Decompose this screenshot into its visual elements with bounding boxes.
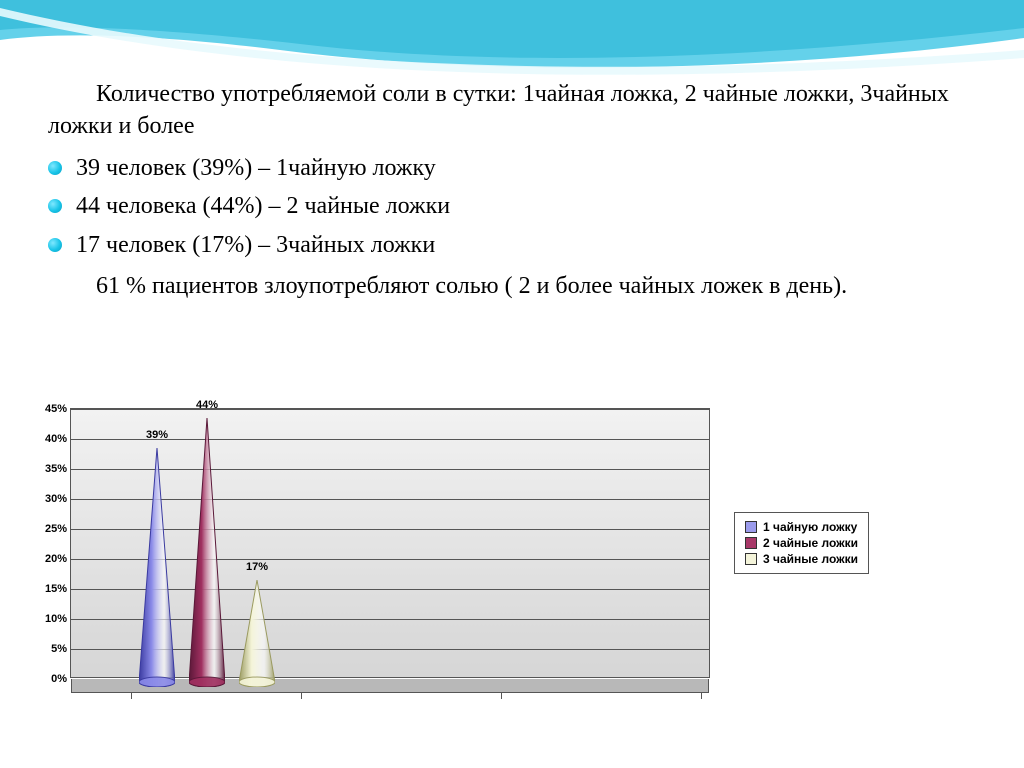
conclusion-text: 61 % пациентов злоупотребляют солью ( 2 … xyxy=(48,270,984,302)
y-axis-label: 25% xyxy=(45,523,67,535)
y-axis-label: 45% xyxy=(45,403,67,415)
legend-label: 2 чайные ложки xyxy=(763,536,858,550)
slide-content: Количество употребляемой соли в сутки: 1… xyxy=(48,78,984,308)
legend-label: 3 чайные ложки xyxy=(763,552,858,566)
x-tick xyxy=(701,693,702,699)
legend-swatch xyxy=(745,537,757,549)
grid-line xyxy=(71,409,709,410)
chart-cone xyxy=(239,580,275,682)
legend-label: 1 чайную ложку xyxy=(763,520,857,534)
legend-item: 3 чайные ложки xyxy=(745,551,858,567)
y-axis-label: 15% xyxy=(45,583,67,595)
chart-legend: 1 чайную ложку 2 чайные ложки 3 чайные лож… xyxy=(734,512,869,574)
list-item: 17 человек (17%) – 3чайных ложки xyxy=(48,226,984,264)
y-axis-label: 10% xyxy=(45,613,67,625)
chart-container: 0%5%10%15%20%25%30%35%40%45% 39% 44% xyxy=(70,408,869,678)
list-item: 39 человек (39%) – 1чайную ложку xyxy=(48,149,984,187)
y-axis-label: 20% xyxy=(45,553,67,565)
list-item: 44 человека (44%) – 2 чайные ложки xyxy=(48,187,984,225)
y-axis-label: 30% xyxy=(45,493,67,505)
legend-swatch xyxy=(745,553,757,565)
y-axis-label: 5% xyxy=(51,643,67,655)
data-label: 17% xyxy=(246,561,268,573)
data-label: 44% xyxy=(196,399,218,411)
y-axis-label: 40% xyxy=(45,433,67,445)
y-axis-label: 35% xyxy=(45,463,67,475)
slide-title: Количество употребляемой соли в сутки: 1… xyxy=(48,78,984,143)
legend-item: 2 чайные ложки xyxy=(745,535,858,551)
legend-item: 1 чайную ложку xyxy=(745,519,858,535)
x-tick xyxy=(131,693,132,699)
x-tick xyxy=(301,693,302,699)
chart-box: 0%5%10%15%20%25%30%35%40%45% 39% 44% xyxy=(70,408,710,678)
chart-cone xyxy=(139,448,175,682)
data-label: 39% xyxy=(146,429,168,441)
legend-swatch xyxy=(745,521,757,533)
x-tick xyxy=(501,693,502,699)
chart-cone xyxy=(189,418,225,682)
y-axis-label: 0% xyxy=(51,673,67,685)
top-swoosh xyxy=(0,0,1024,80)
bullet-list: 39 человек (39%) – 1чайную ложку 44 чело… xyxy=(48,149,984,264)
chart-plot: 0%5%10%15%20%25%30%35%40%45% 39% 44% xyxy=(70,408,710,678)
